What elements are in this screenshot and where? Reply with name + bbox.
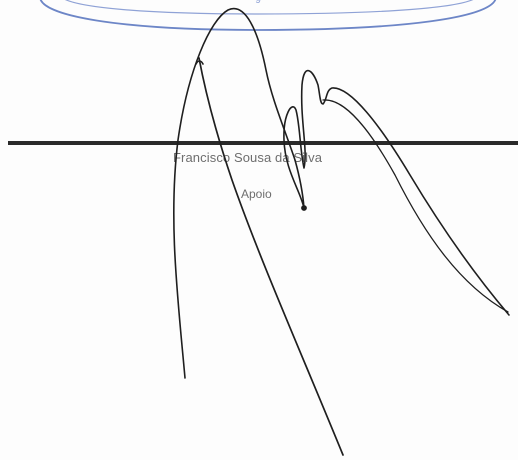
svg-text:9: 9 [255, 0, 261, 6]
signature-line [8, 141, 518, 145]
signer-role: Apoio [241, 187, 272, 201]
